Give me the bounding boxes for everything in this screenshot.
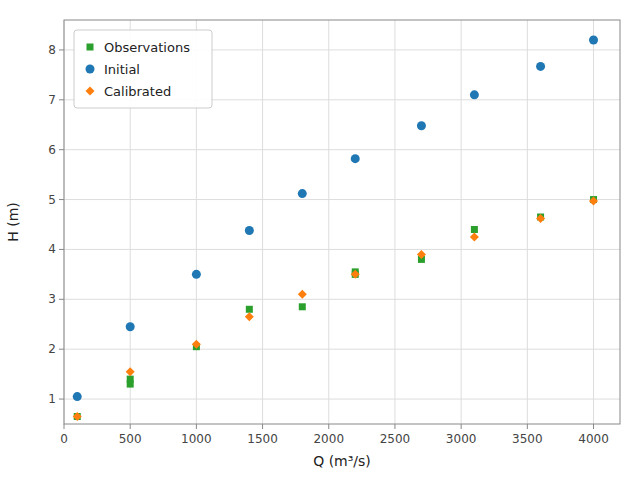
point [351, 270, 360, 279]
tick-label: 4000 [578, 432, 609, 446]
point [417, 250, 426, 259]
grid [64, 20, 620, 424]
tick-label: 3000 [446, 432, 477, 446]
tick-mark [130, 424, 131, 429]
marks [73, 35, 598, 421]
grid-line [64, 299, 620, 300]
tick-mark [461, 424, 462, 429]
point [246, 306, 253, 313]
point [245, 312, 254, 321]
point [417, 121, 426, 130]
grid-line [328, 20, 329, 424]
tick-mark [196, 424, 197, 429]
x-axis-label: Q (m³/s) [313, 453, 371, 469]
tick-mark [59, 49, 64, 50]
series [73, 197, 598, 421]
tick-mark [59, 249, 64, 250]
point [351, 154, 360, 163]
point [536, 214, 545, 223]
tick-mark [262, 424, 263, 429]
point [74, 413, 81, 420]
series [73, 35, 598, 401]
grid-line [64, 399, 620, 400]
tick-label: 2500 [380, 432, 411, 446]
point [536, 62, 545, 71]
point [470, 232, 479, 241]
point [73, 412, 82, 421]
tick-mark [59, 99, 64, 100]
point [126, 322, 135, 331]
point [298, 189, 307, 198]
tick-mark [59, 149, 64, 150]
grid-line [527, 20, 528, 424]
legend-label: Calibrated [104, 84, 171, 99]
legend-label: Observations [104, 40, 190, 55]
tick-mark [328, 424, 329, 429]
point [192, 340, 201, 349]
point [245, 226, 254, 235]
tick-mark [59, 399, 64, 400]
tick-mark [59, 199, 64, 200]
tick-label: 1 [48, 392, 56, 406]
point [471, 226, 478, 233]
tick-label: 2000 [313, 432, 344, 446]
legend-swatch [86, 87, 95, 96]
legend-box [74, 30, 212, 108]
legend-swatch [86, 65, 95, 74]
tick-label: 8 [48, 43, 56, 57]
tick-label: 0 [60, 432, 68, 446]
chart: 0 500 1000 1500 2000 2500 3000 3500 4000 1 2 3 4 5 6 7 8… [0, 0, 640, 480]
plot-area [64, 20, 620, 424]
grid-line [394, 20, 395, 424]
grid-line [64, 199, 620, 200]
grid-line [262, 20, 263, 424]
legend-swatch [87, 44, 94, 51]
tick-label: 3 [48, 292, 56, 306]
tick-label: 1000 [181, 432, 212, 446]
grid-line [593, 20, 594, 424]
tick-mark [527, 424, 528, 429]
tick-mark [593, 424, 594, 429]
plot-frame [64, 20, 620, 424]
y-axis-label: H (m) [5, 202, 21, 242]
grid-line [64, 149, 620, 150]
tick-label: 7 [48, 93, 56, 107]
point [470, 90, 479, 99]
grid-line [461, 20, 462, 424]
tick-mark [394, 424, 395, 429]
point [298, 290, 307, 299]
point [127, 376, 134, 383]
point [299, 303, 306, 310]
tick-label: 2 [48, 342, 56, 356]
grid-line [64, 349, 620, 350]
tick-label: 5 [48, 193, 56, 207]
tick-label: 1500 [247, 432, 278, 446]
legend: Observations Initial Calibrated [74, 30, 212, 108]
point [73, 392, 82, 401]
tick-label: 6 [48, 143, 56, 157]
point [589, 197, 598, 206]
tick-label: 4 [48, 242, 56, 256]
series [74, 196, 597, 420]
tick-label: 3500 [512, 432, 543, 446]
tick-mark [64, 424, 65, 429]
tick-mark [59, 349, 64, 350]
point [589, 35, 598, 44]
grid-line [64, 249, 620, 250]
legend-label: Initial [104, 62, 140, 77]
point [126, 367, 135, 376]
tick-mark [59, 299, 64, 300]
tick-label: 500 [119, 432, 142, 446]
point [192, 270, 201, 279]
